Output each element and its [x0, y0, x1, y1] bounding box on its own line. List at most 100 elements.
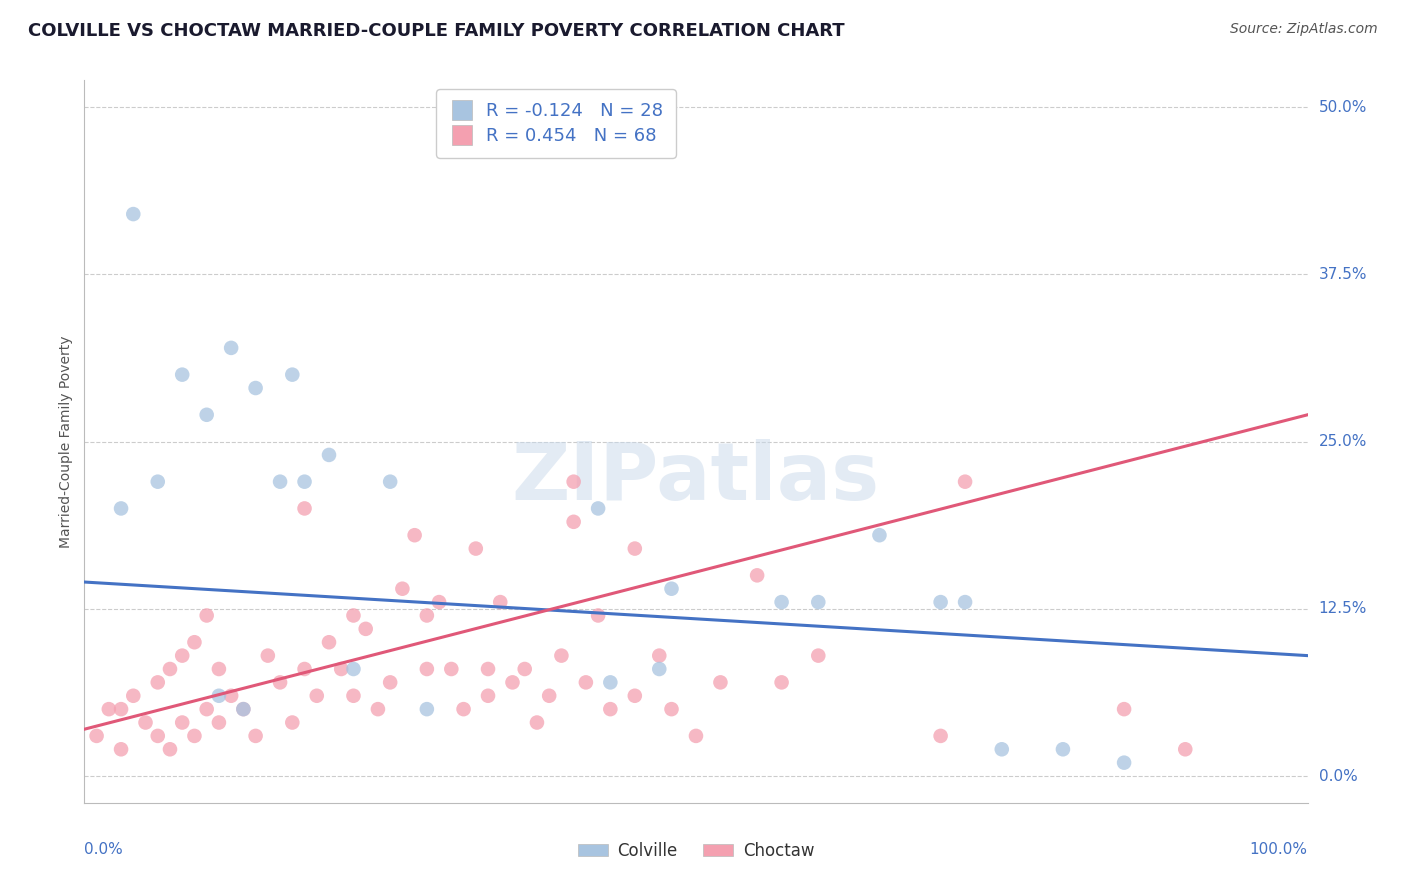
Point: [599, 702, 621, 716]
Point: [427, 595, 450, 609]
Point: [232, 702, 254, 716]
Point: [159, 662, 181, 676]
Point: [1114, 756, 1136, 770]
Point: [159, 742, 181, 756]
Point: [208, 715, 231, 730]
Point: [195, 608, 218, 623]
Text: 50.0%: 50.0%: [1319, 100, 1367, 114]
Point: [195, 408, 218, 422]
Point: [807, 595, 830, 609]
Point: [648, 662, 671, 676]
Point: [624, 689, 647, 703]
Point: [183, 729, 205, 743]
Point: [747, 568, 769, 582]
Text: Source: ZipAtlas.com: Source: ZipAtlas.com: [1230, 22, 1378, 37]
Point: [330, 662, 353, 676]
Point: [86, 729, 108, 743]
Point: [464, 541, 486, 556]
Text: 37.5%: 37.5%: [1319, 267, 1367, 282]
Point: [208, 662, 231, 676]
Text: 0.0%: 0.0%: [84, 842, 124, 856]
Point: [513, 662, 536, 676]
Point: [599, 675, 621, 690]
Point: [1052, 742, 1074, 756]
Point: [661, 702, 683, 716]
Point: [624, 541, 647, 556]
Point: [257, 648, 280, 663]
Point: [318, 635, 340, 649]
Point: [172, 715, 194, 730]
Text: COLVILLE VS CHOCTAW MARRIED-COUPLE FAMILY POVERTY CORRELATION CHART: COLVILLE VS CHOCTAW MARRIED-COUPLE FAMIL…: [28, 22, 845, 40]
Point: [562, 475, 585, 489]
Point: [110, 702, 132, 716]
Point: [146, 675, 169, 690]
Point: [269, 675, 291, 690]
Point: [440, 662, 463, 676]
Point: [586, 608, 609, 623]
Point: [953, 475, 976, 489]
Point: [195, 702, 218, 716]
Point: [562, 515, 585, 529]
Text: 0.0%: 0.0%: [1319, 769, 1357, 783]
Point: [281, 715, 304, 730]
Point: [245, 381, 267, 395]
Point: [685, 729, 707, 743]
Point: [146, 729, 169, 743]
Point: [538, 689, 561, 703]
Point: [661, 582, 683, 596]
Point: [404, 528, 426, 542]
Point: [122, 207, 145, 221]
Point: [245, 729, 267, 743]
Point: [489, 595, 512, 609]
Point: [1174, 742, 1197, 756]
Point: [294, 475, 316, 489]
Point: [709, 675, 731, 690]
Point: [281, 368, 304, 382]
Point: [929, 729, 952, 743]
Point: [208, 689, 231, 703]
Point: [477, 689, 499, 703]
Text: 100.0%: 100.0%: [1250, 842, 1308, 856]
Text: ZIPatlas: ZIPatlas: [512, 439, 880, 516]
Point: [416, 662, 439, 676]
Point: [342, 608, 364, 623]
Point: [380, 475, 402, 489]
Point: [586, 501, 609, 516]
Point: [416, 702, 439, 716]
Point: [172, 368, 194, 382]
Point: [183, 635, 205, 649]
Point: [232, 702, 254, 716]
Point: [342, 662, 364, 676]
Point: [416, 608, 439, 623]
Point: [354, 622, 377, 636]
Point: [110, 742, 132, 756]
Point: [391, 582, 413, 596]
Legend: Colville, Choctaw: Colville, Choctaw: [571, 836, 821, 867]
Point: [135, 715, 157, 730]
Point: [991, 742, 1014, 756]
Point: [453, 702, 475, 716]
Point: [770, 675, 793, 690]
Point: [477, 662, 499, 676]
Text: 25.0%: 25.0%: [1319, 434, 1367, 449]
Point: [807, 648, 830, 663]
Point: [648, 648, 671, 663]
Point: [110, 501, 132, 516]
Y-axis label: Married-Couple Family Poverty: Married-Couple Family Poverty: [59, 335, 73, 548]
Point: [146, 475, 169, 489]
Point: [869, 528, 891, 542]
Point: [575, 675, 598, 690]
Point: [380, 675, 402, 690]
Point: [294, 662, 316, 676]
Point: [122, 689, 145, 703]
Point: [318, 448, 340, 462]
Point: [172, 648, 194, 663]
Point: [305, 689, 328, 703]
Point: [526, 715, 548, 730]
Point: [219, 341, 242, 355]
Point: [342, 689, 364, 703]
Point: [929, 595, 952, 609]
Point: [269, 475, 291, 489]
Point: [294, 501, 316, 516]
Point: [367, 702, 389, 716]
